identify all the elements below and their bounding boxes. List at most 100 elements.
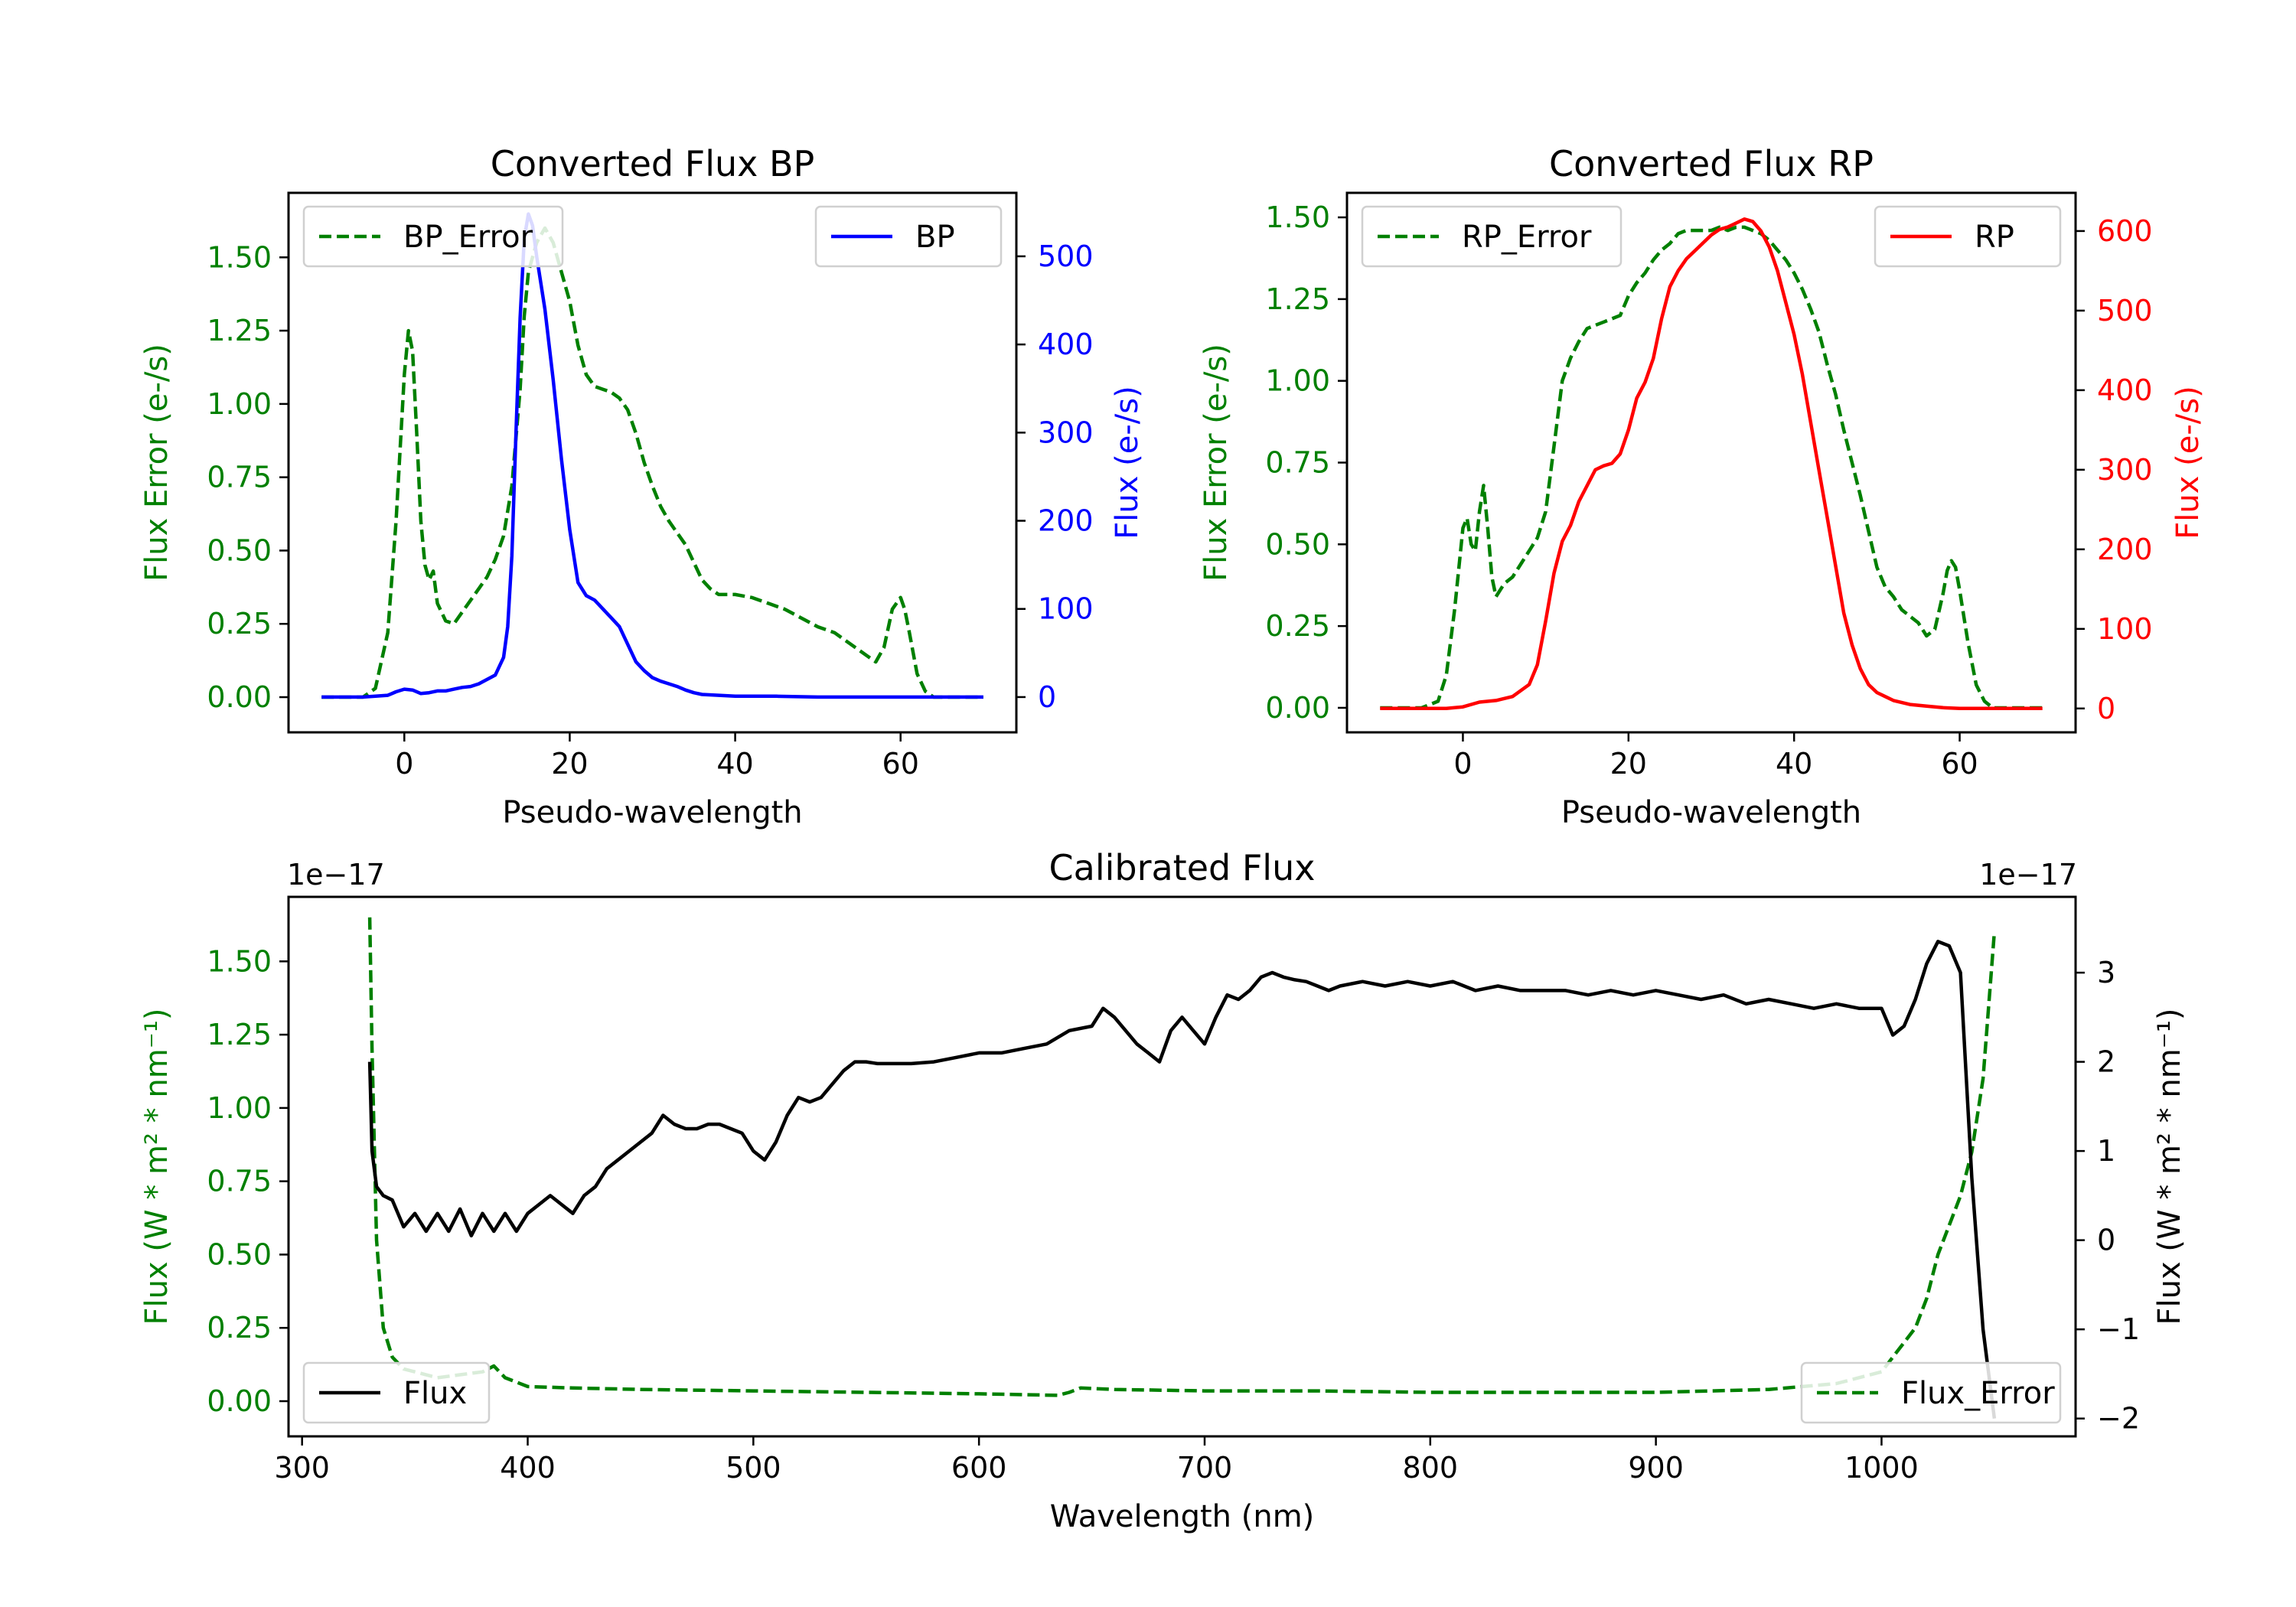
legend-box [814,205,1003,268]
x-tick-label: 20 [551,747,588,781]
legend-label: RP [1975,220,2014,255]
legend-label: BP_Error [403,220,533,255]
y-left-axis-label: Flux Error (e-/s) [1199,344,1234,582]
x-tick-label: 500 [726,1451,781,1485]
plot-frame [287,895,2077,1438]
y-right-tick-label: −2 [2097,1402,2140,1436]
legend-rp-error: RP_Error [1361,205,1623,268]
legend-box [1800,1361,2062,1424]
legend-bp: BP [814,205,1003,268]
y-left-tick-label: 1.50 [1265,200,1330,234]
y-left-tick-label: 1.50 [207,944,272,978]
x-tick-label: 900 [1628,1451,1684,1485]
y-left-tick-label: 0.00 [1265,691,1330,725]
chart-title: Converted Flux RP [1549,143,1874,184]
y-right-tick-label: 1 [2097,1134,2115,1168]
legend-flux-error: Flux_Error [1800,1361,2062,1424]
y-left-tick-label: 1.25 [1265,282,1330,316]
legend-flux: Flux [302,1361,491,1424]
y-right-tick-label: 500 [1038,240,1094,273]
y-left-tick-label: 1.25 [207,314,272,347]
x-tick-label: 400 [500,1451,556,1485]
legend-label: Flux [403,1376,467,1411]
y-right-tick-label: 3 [2097,956,2115,989]
series-line-flux [367,940,1997,1419]
y-left-tick-label: 0.75 [207,461,272,494]
x-tick-label: 1000 [1844,1451,1919,1485]
y-right-tick-label: 0 [2097,1224,2115,1257]
y-left-offset-label: 1e−17 [287,858,385,892]
series-line-rp [1380,217,2043,711]
chart-title: Converted Flux BP [491,143,815,184]
y-right-axis-label: Flux (e-/s) [2170,386,2206,539]
series-group [367,917,1997,1419]
y-right-tick-label: 100 [2097,612,2153,646]
y-left-tick-label: 1.00 [207,1091,272,1125]
series-line-rp-error [1380,225,2043,710]
x-tick-label: 800 [1403,1451,1459,1485]
y-left-tick-label: 1.00 [207,387,272,421]
y-left-tick-label: 0.25 [207,607,272,641]
y-left-tick-label: 0.50 [1265,527,1330,561]
y-left-tick-label: 1.50 [207,240,272,274]
legend-rp: RP [1874,205,2062,268]
y-right-tick-label: 300 [1038,416,1094,449]
y-right-axis-label: Flux (W * m² * nm⁻¹) [2152,1009,2187,1325]
x-tick-label: 40 [716,747,753,781]
y-left-tick-label: 0.00 [207,1384,272,1418]
chart-panel-2: 0 20 40 60 0.00 0.25 0.50 0.75 1.00 1.25 1.50 0 100 2… [1199,143,2206,830]
legend-label: BP [915,220,955,255]
y-left-tick-label: 0.75 [1265,446,1330,480]
y-left-tick-label: 0.00 [207,680,272,714]
series-group [321,212,983,699]
legend-box [1361,205,1623,268]
x-tick-label: 60 [882,747,919,781]
y-right-tick-label: 0 [1038,680,1056,714]
series-line-flux-error [367,917,1997,1397]
x-tick-label: 40 [1776,747,1812,781]
y-left-tick-label: 0.25 [1265,609,1330,643]
legend-box [302,205,564,268]
plot-frame [287,191,1018,734]
legend-label: Flux_Error [1901,1376,2055,1411]
y-right-tick-label: 500 [2097,294,2153,328]
y-left-axis-label: Flux Error (e-/s) [139,344,174,582]
y-right-offset-label: 1e−17 [1979,858,2077,892]
x-tick-label: 60 [1941,747,1978,781]
legend-box [1874,205,2062,268]
y-right-tick-label: −1 [2097,1312,2140,1346]
y-right-tick-label: 300 [2097,453,2153,487]
y-left-tick-label: 0.25 [207,1311,272,1345]
y-right-tick-label: 200 [1038,504,1094,538]
y-left-tick-label: 0.75 [207,1165,272,1198]
y-right-tick-label: 400 [2097,373,2153,407]
y-right-tick-label: 400 [1038,328,1094,361]
series-line-bp [321,212,983,699]
y-right-tick-label: 100 [1038,592,1094,626]
legend-box [302,1361,491,1424]
series-group [1380,217,2043,711]
x-tick-label: 700 [1177,1451,1233,1485]
y-left-tick-label: 0.50 [207,1237,272,1271]
y-right-axis-label: Flux (e-/s) [1110,386,1145,539]
chart-title: Calibrated Flux [1049,847,1316,888]
legend-bp-error: BP_Error [302,205,564,268]
x-tick-label: 600 [951,1451,1007,1485]
x-tick-label: 0 [1453,747,1472,781]
y-right-tick-label: 200 [2097,533,2153,566]
chart-panel-1: 0 20 40 60 0.00 0.25 0.50 0.75 1.00 1.25 1.50 0 100 2… [139,143,1145,830]
series-line-bp-error [321,226,983,699]
y-right-tick-label: 600 [2097,214,2153,248]
x-tick-label: 300 [274,1451,330,1485]
y-left-tick-label: 1.00 [1265,364,1330,398]
x-tick-label: 20 [1610,747,1647,781]
y-right-tick-label: 2 [2097,1045,2115,1079]
chart-panel-3: 300 400 500 600 700 800 900 1000 0.00 0.25 0.50 0.7… [139,847,2187,1534]
y-left-axis-label: Flux (W * m² * nm⁻¹) [139,1009,174,1325]
x-axis-label: Pseudo-wavelength [502,795,802,830]
y-left-tick-label: 1.25 [207,1018,272,1051]
x-tick-label: 0 [395,747,413,781]
plot-frame [1345,191,2077,734]
y-left-tick-label: 0.50 [207,533,272,567]
